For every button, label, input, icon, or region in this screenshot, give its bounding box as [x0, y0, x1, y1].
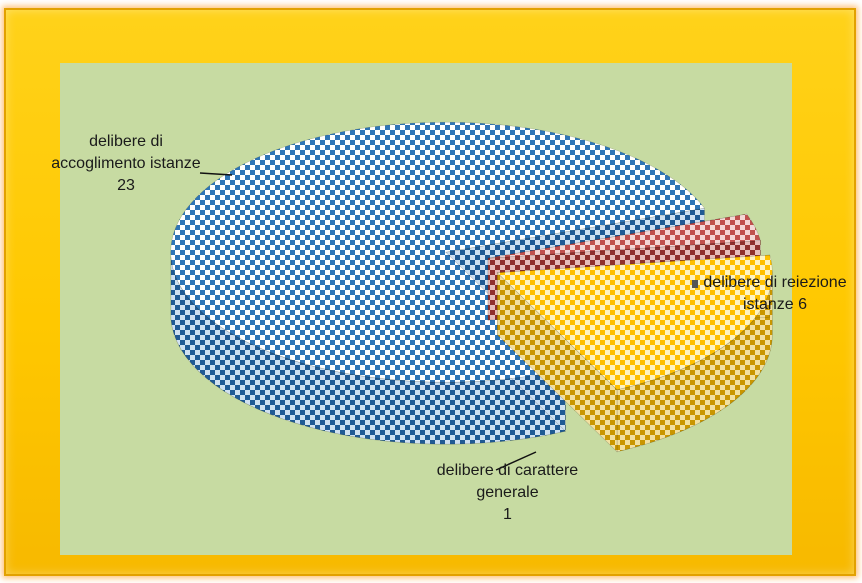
- data-label-line: delibere di: [89, 133, 163, 150]
- data-label-line: generale: [476, 484, 539, 501]
- data-label-line: istanze 6: [742, 296, 808, 313]
- data-label-line: delibere di carattere: [436, 462, 579, 479]
- data-label-value: 1: [503, 506, 512, 523]
- data-label-line: delibere di reiezione: [703, 274, 847, 291]
- leader-line-accoglimento: [199, 172, 233, 176]
- data-label-value: 23: [117, 177, 135, 194]
- pie-slice-top: [496, 254, 773, 391]
- pie-slice-cut-face: [497, 272, 618, 453]
- leader-line-carattere-generale: [495, 451, 537, 471]
- pie-slice-reiezione: [496, 254, 773, 453]
- leader-marker-reiezione: [692, 280, 698, 288]
- data-label-accoglimento: delibere di accoglimento istanze 23: [36, 131, 216, 197]
- data-label-line: accoglimento istanze: [51, 155, 201, 172]
- data-label-carattere-generale: delibere di carattere generale 1: [420, 460, 595, 526]
- pie-slice-top: [487, 213, 761, 259]
- data-label-reiezione: delibere di reiezione istanze 6: [690, 272, 860, 316]
- pie-slice-top: [170, 121, 706, 383]
